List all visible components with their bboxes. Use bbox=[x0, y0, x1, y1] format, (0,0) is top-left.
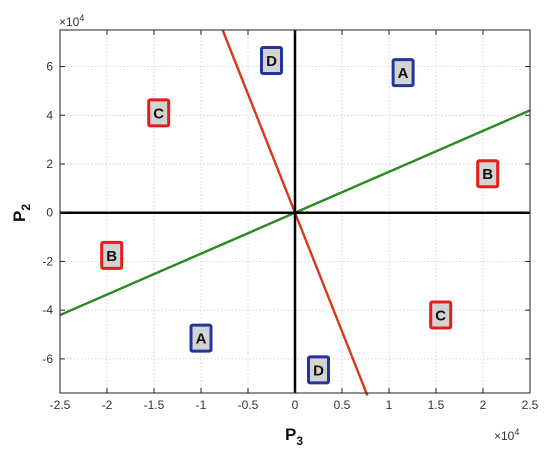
region-label-text: A bbox=[398, 65, 409, 82]
x-axis-title-main: P bbox=[285, 425, 296, 444]
x-tick-label: 0.5 bbox=[334, 398, 351, 412]
region-label-a: A bbox=[391, 58, 415, 88]
y-axis-title-sub: 2 bbox=[19, 204, 33, 211]
x-tick-label: -0.5 bbox=[238, 398, 259, 412]
region-label-b: B bbox=[476, 159, 500, 189]
region-label-box bbox=[307, 355, 330, 385]
x-tick-label: 1 bbox=[386, 398, 393, 412]
region-label-a: A bbox=[189, 323, 213, 353]
region-label-text: A bbox=[196, 331, 207, 348]
tick-layer: -2.5 -2 -1.5 -1 -0.5 0 0.5 1 1.5 2 2.5 -6 -4 -2 0 2 4 6 bbox=[42, 30, 539, 412]
region-label-box bbox=[391, 58, 415, 88]
region-label-box bbox=[189, 323, 213, 353]
region-label-c: C bbox=[147, 98, 171, 128]
x-axis-title: P3 bbox=[285, 425, 303, 448]
y-axis-title-main: P bbox=[10, 211, 29, 222]
y-tick-label: 2 bbox=[46, 157, 53, 171]
series-layer bbox=[59, 29, 531, 396]
region-label-b: B bbox=[100, 240, 124, 270]
region-label-box bbox=[147, 98, 171, 128]
y-multiplier: ×104 bbox=[59, 13, 84, 29]
x-multiplier-exponent: 4 bbox=[514, 427, 519, 437]
y-multiplier-exponent: 4 bbox=[79, 13, 84, 23]
x-axis-title-sub: 3 bbox=[296, 434, 303, 448]
region-label-text: B bbox=[482, 166, 493, 183]
y-tick-label: -6 bbox=[42, 352, 53, 366]
y-tick-label: 0 bbox=[46, 206, 53, 220]
x-tick-label: 0 bbox=[292, 398, 299, 412]
region-label-box bbox=[100, 240, 124, 270]
x-tick-label: -1.5 bbox=[144, 398, 165, 412]
region-label-text: D bbox=[266, 53, 277, 70]
x-tick-label: 2.5 bbox=[522, 398, 539, 412]
x-multiplier: ×104 bbox=[494, 427, 519, 443]
y-tick-label: -2 bbox=[42, 254, 53, 268]
region-label-layer: D A C B B C A D bbox=[100, 45, 500, 385]
region-label-text: D bbox=[313, 362, 324, 379]
y-tick-label: 4 bbox=[46, 108, 53, 122]
x-tick-label: -2.5 bbox=[50, 398, 71, 412]
x-multiplier-base: ×10 bbox=[494, 429, 515, 443]
x-tick-label: 1.5 bbox=[428, 398, 445, 412]
region-label-box bbox=[429, 300, 453, 330]
y-axis-title: P2 bbox=[10, 204, 33, 222]
region-label-d: D bbox=[260, 45, 283, 75]
region-label-c: C bbox=[429, 300, 453, 330]
region-label-box bbox=[260, 45, 283, 75]
region-label-box bbox=[476, 159, 500, 189]
y-tick-label: -4 bbox=[42, 303, 53, 317]
region-label-text: C bbox=[153, 105, 164, 122]
y-multiplier-base: ×10 bbox=[59, 15, 80, 29]
x-tick-label: -2 bbox=[102, 398, 113, 412]
x-tick-label: 2 bbox=[480, 398, 487, 412]
region-label-d: D bbox=[307, 355, 330, 385]
region-label-text: C bbox=[435, 308, 446, 325]
region-label-text: B bbox=[106, 248, 117, 265]
x-tick-label: -1 bbox=[196, 398, 207, 412]
y-tick-label: 6 bbox=[46, 60, 53, 74]
